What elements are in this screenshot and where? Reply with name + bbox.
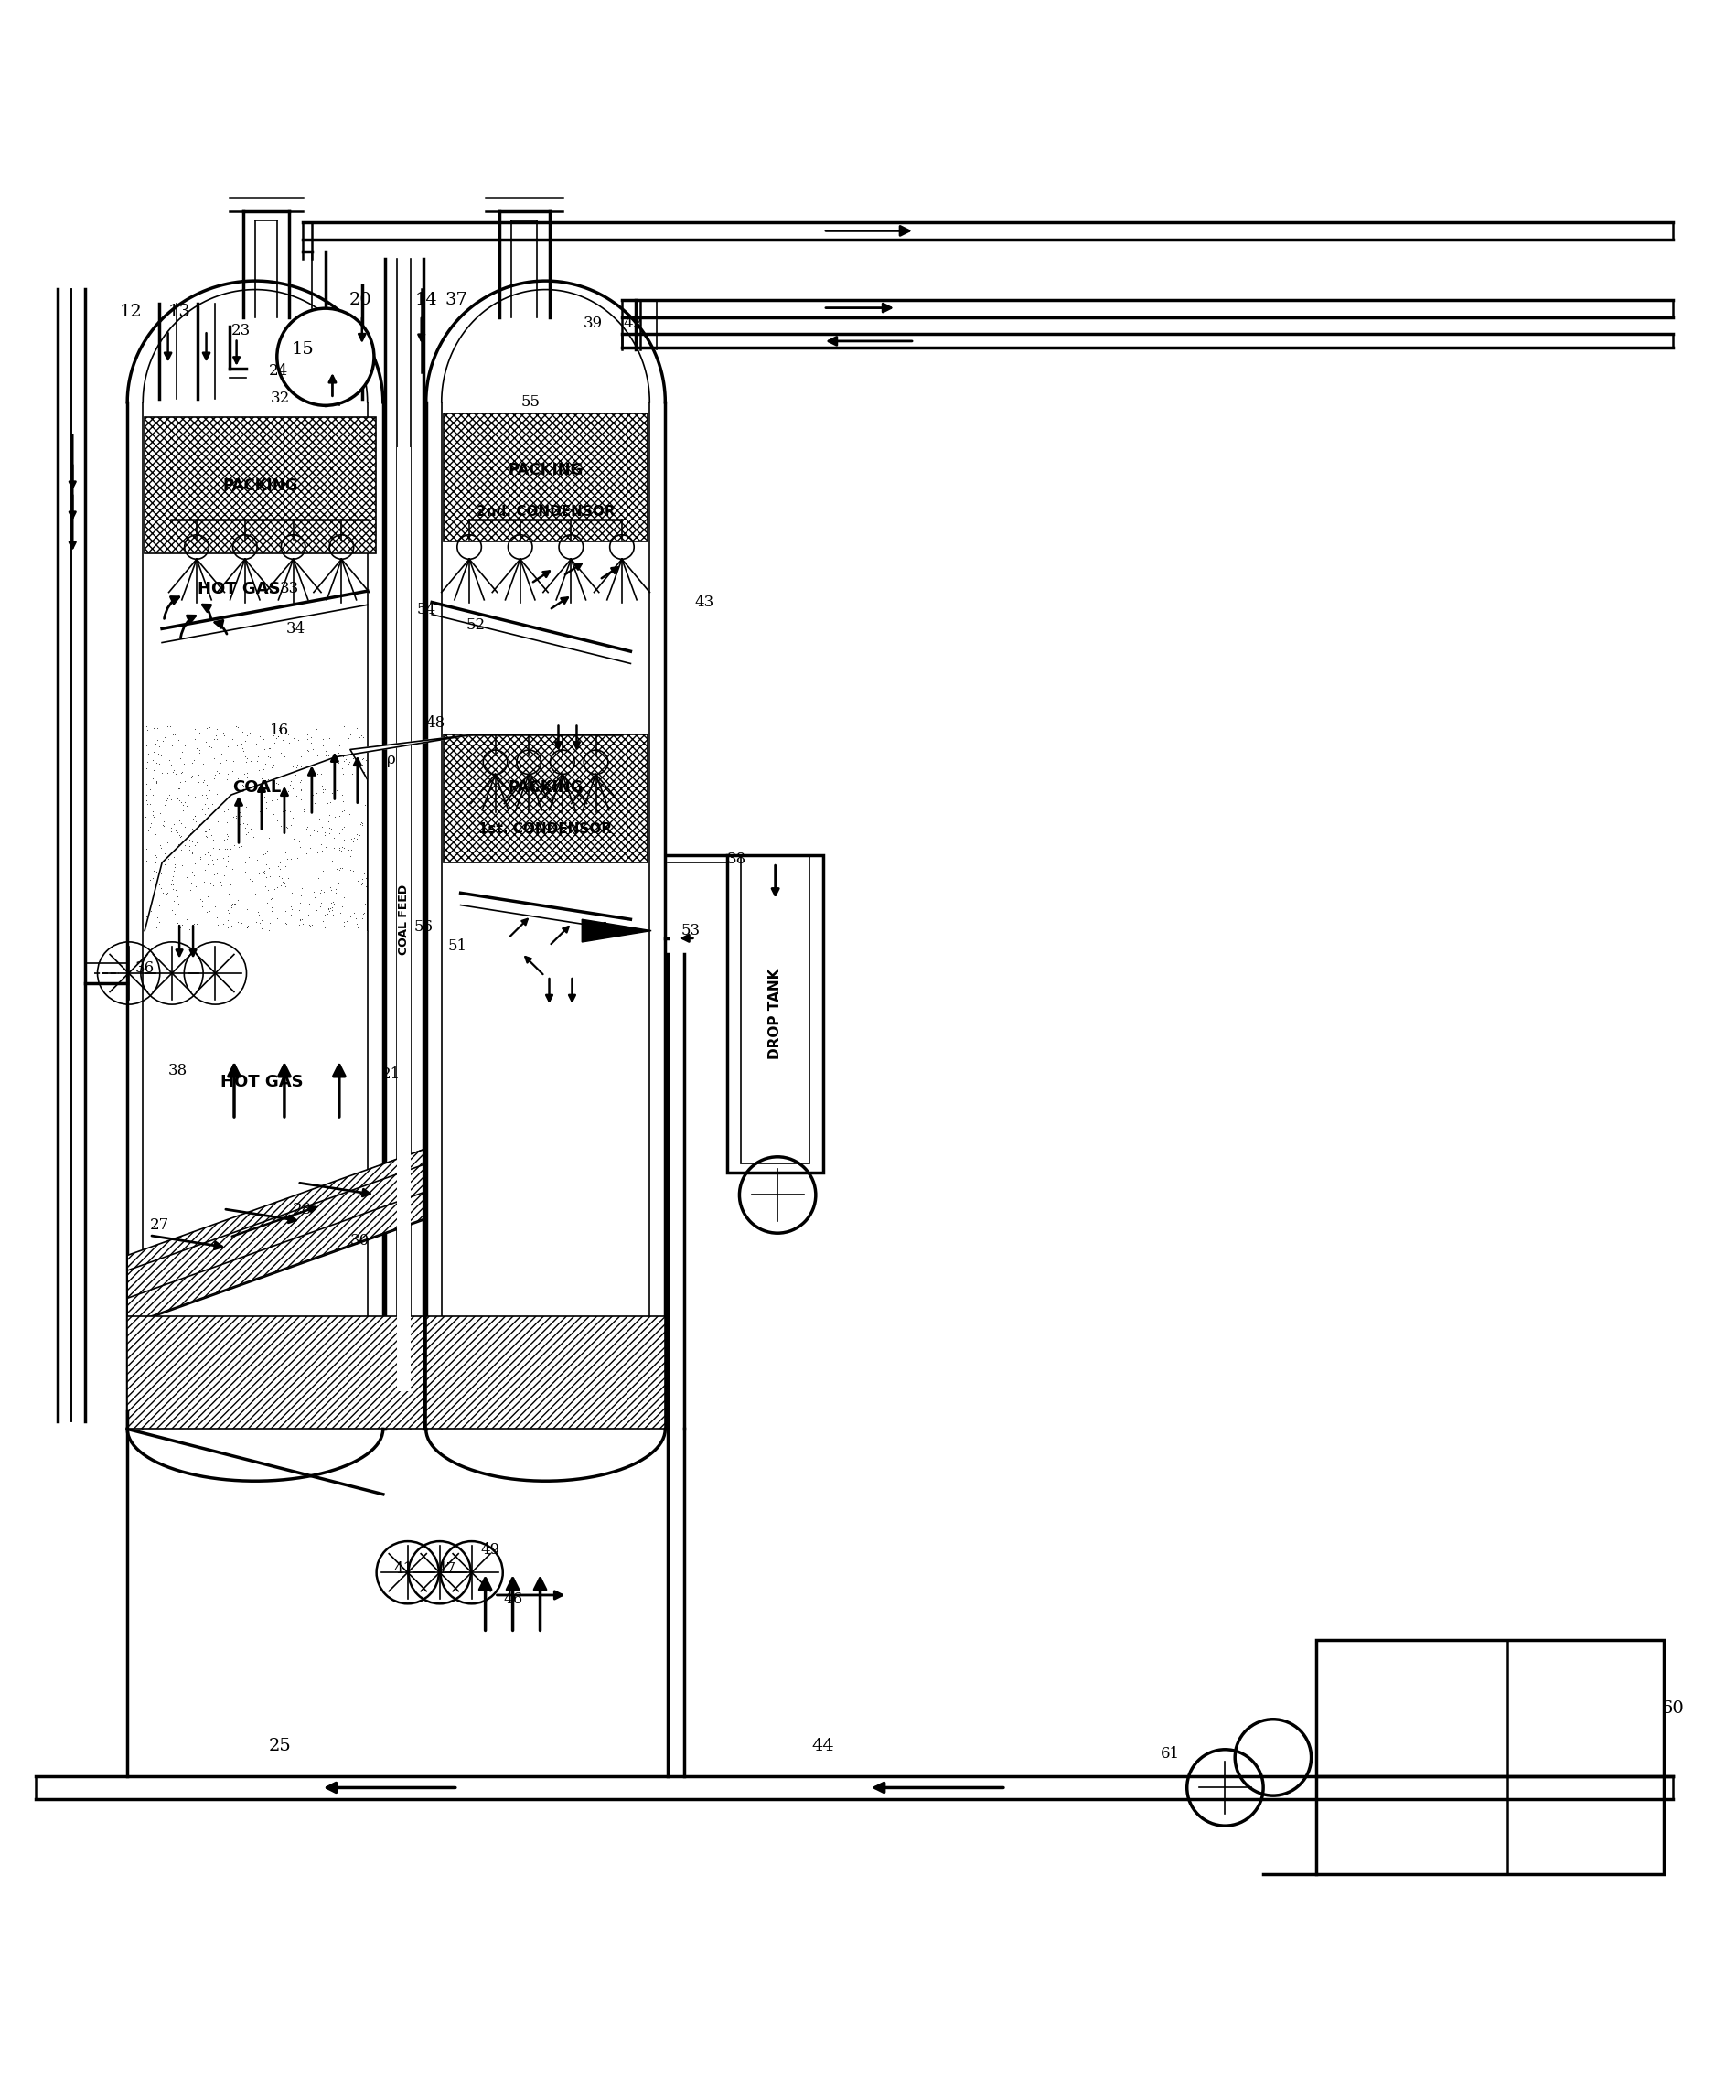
Text: 49: 49 <box>481 1541 500 1558</box>
Bar <box>425 1317 665 1428</box>
Polygon shape <box>127 1149 424 1325</box>
Text: 15: 15 <box>292 340 314 357</box>
Bar <box>443 414 648 542</box>
Text: 60: 60 <box>1661 1701 1684 1716</box>
Text: 16: 16 <box>271 722 290 739</box>
Text: 23: 23 <box>231 323 250 338</box>
Text: 61: 61 <box>1161 1745 1180 1762</box>
Text: 51: 51 <box>448 939 467 953</box>
Text: 43: 43 <box>694 594 713 611</box>
Text: 21: 21 <box>382 1067 401 1082</box>
Bar <box>741 855 809 1163</box>
Polygon shape <box>582 920 651 943</box>
Text: DROP TANK: DROP TANK <box>769 968 783 1058</box>
Text: 25: 25 <box>269 1739 292 1754</box>
Text: 38: 38 <box>727 851 746 867</box>
Text: PACKING: PACKING <box>509 462 583 479</box>
Text: 13: 13 <box>168 302 191 319</box>
Text: COAL FEED: COAL FEED <box>398 884 410 956</box>
Text: 55: 55 <box>521 395 540 410</box>
Text: 53: 53 <box>681 922 701 939</box>
Text: 2nd. CONDENSOR: 2nd. CONDENSOR <box>476 504 615 519</box>
Text: 30: 30 <box>351 1233 370 1247</box>
Text: 32: 32 <box>271 391 290 405</box>
Text: 27: 27 <box>149 1218 168 1233</box>
Text: HOT GAS: HOT GAS <box>220 1073 304 1090</box>
Text: 54: 54 <box>417 603 436 617</box>
Bar <box>727 855 823 1172</box>
Text: 12: 12 <box>120 302 142 319</box>
Bar <box>144 418 377 552</box>
Text: 38: 38 <box>168 1063 187 1077</box>
Text: 47: 47 <box>436 1560 457 1577</box>
Text: HOT GAS: HOT GAS <box>198 580 281 596</box>
Text: 36: 36 <box>135 960 155 976</box>
Text: 44: 44 <box>812 1739 835 1754</box>
Text: 46: 46 <box>503 1592 523 1606</box>
Text: 1st. CONDENSOR: 1st. CONDENSOR <box>479 821 613 836</box>
Text: 37: 37 <box>444 292 467 309</box>
Text: 33: 33 <box>279 582 299 596</box>
Bar <box>1316 1640 1663 1875</box>
Text: 34: 34 <box>286 622 306 636</box>
Text: COAL: COAL <box>233 779 281 796</box>
Text: 42: 42 <box>623 315 642 330</box>
Text: 28: 28 <box>293 1203 312 1218</box>
Circle shape <box>278 309 373 405</box>
Text: 41: 41 <box>394 1560 413 1577</box>
Text: ρ: ρ <box>387 752 396 766</box>
Text: 56: 56 <box>413 920 432 935</box>
Text: PACKING: PACKING <box>222 477 299 493</box>
Text: 20: 20 <box>349 292 372 309</box>
Text: 39: 39 <box>583 315 602 330</box>
Text: 52: 52 <box>467 617 486 632</box>
Text: 24: 24 <box>269 363 288 378</box>
Bar <box>127 1317 424 1428</box>
Bar <box>443 735 648 863</box>
Text: 48: 48 <box>425 716 444 731</box>
Polygon shape <box>144 735 474 930</box>
Text: 14: 14 <box>415 292 437 309</box>
Text: PACKING: PACKING <box>509 779 583 796</box>
Bar <box>398 447 411 1392</box>
